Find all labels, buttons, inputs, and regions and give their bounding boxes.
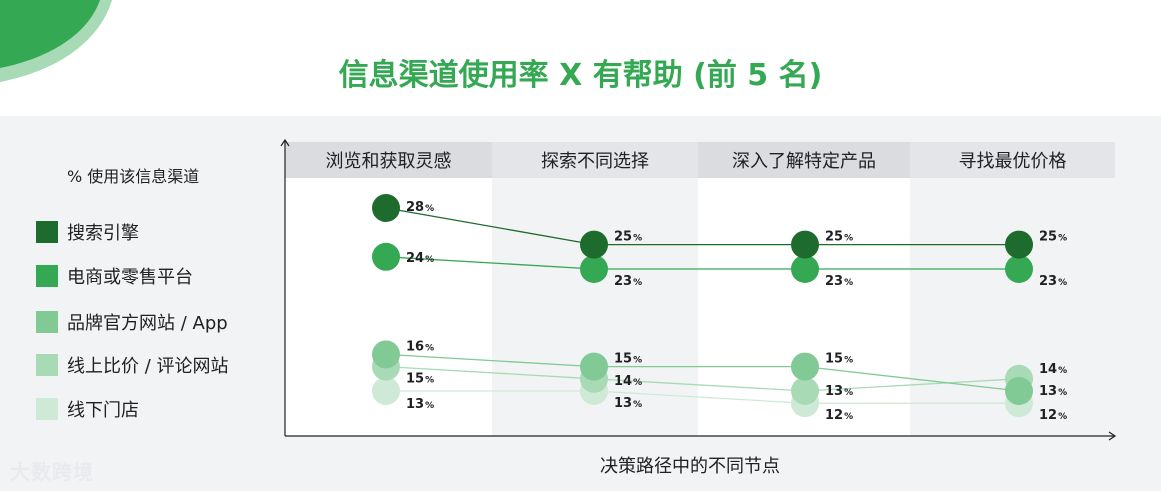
legend-label: 品牌官方网站 / App bbox=[67, 313, 228, 334]
legend-swatch bbox=[36, 311, 58, 333]
data-point bbox=[372, 194, 400, 222]
data-label: 23% bbox=[1039, 274, 1067, 289]
legend-label: 线上比价 / 评论网站 bbox=[67, 356, 229, 377]
series-line bbox=[385, 353, 1020, 392]
legend-item: 品牌官方网站 / App bbox=[36, 309, 228, 335]
data-label: 13% bbox=[1039, 384, 1067, 399]
data-label: 16% bbox=[406, 339, 434, 354]
data-label: 15% bbox=[614, 352, 642, 367]
data-label: 25% bbox=[825, 230, 853, 245]
x-tick-label: 探索不同选择 bbox=[541, 151, 649, 172]
data-point bbox=[1005, 230, 1033, 259]
data-label: 15% bbox=[825, 352, 853, 367]
data-label: 25% bbox=[614, 230, 642, 245]
data-point bbox=[580, 230, 608, 259]
data-label: 12% bbox=[1039, 408, 1067, 423]
column-header-background bbox=[285, 142, 492, 178]
data-label: 13% bbox=[614, 396, 642, 411]
legend-label: 线下门店 bbox=[67, 400, 139, 421]
legend-item: 电商或零售平台 bbox=[36, 263, 193, 289]
data-point bbox=[580, 255, 608, 283]
legend-swatch bbox=[36, 354, 58, 376]
data-label: 15% bbox=[406, 372, 434, 387]
corner-decoration bbox=[0, 0, 112, 82]
legend-item: 线下门店 bbox=[36, 396, 139, 422]
watermark-logo: 大数跨境 bbox=[10, 460, 94, 484]
page-title: 信息渠道使用率 X 有帮助 (前 5 名) bbox=[338, 58, 823, 93]
data-point bbox=[791, 352, 819, 381]
data-point bbox=[1005, 255, 1033, 283]
data-point bbox=[791, 230, 819, 259]
data-point bbox=[372, 340, 400, 369]
legend-swatch bbox=[36, 265, 58, 287]
legend-swatch bbox=[36, 221, 58, 243]
x-axis-arrow bbox=[1108, 431, 1117, 441]
column-header-background bbox=[698, 142, 910, 178]
y-axis-arrow bbox=[280, 138, 290, 147]
legend-swatch bbox=[36, 398, 58, 420]
data-point bbox=[580, 352, 608, 381]
data-label: 23% bbox=[614, 274, 642, 289]
x-tick-label: 浏览和获取灵感 bbox=[326, 151, 452, 172]
data-point bbox=[791, 377, 819, 405]
data-label: 23% bbox=[825, 274, 853, 289]
x-tick-label: 寻找最优价格 bbox=[959, 151, 1067, 172]
data-point bbox=[791, 255, 819, 283]
column-header-background bbox=[910, 142, 1115, 178]
data-label: 24% bbox=[406, 251, 434, 266]
column-header-background bbox=[492, 142, 698, 178]
legend-label: 电商或零售平台 bbox=[67, 267, 193, 288]
header-band bbox=[0, 0, 1161, 116]
legend-title: % 使用该信息渠道 bbox=[67, 167, 200, 186]
series-line bbox=[386, 390, 1019, 404]
data-label: 14% bbox=[1039, 362, 1067, 377]
data-label: 13% bbox=[406, 397, 434, 412]
chart-panel bbox=[0, 116, 1161, 491]
data-label: 28% bbox=[406, 200, 434, 215]
data-label: 25% bbox=[1039, 230, 1067, 245]
data-label: 12% bbox=[825, 408, 853, 423]
legend-item: 搜索引擎 bbox=[36, 219, 139, 245]
series-line bbox=[385, 207, 1019, 246]
data-label: 14% bbox=[614, 374, 642, 389]
series-line bbox=[385, 365, 1020, 392]
x-tick-label: 深入了解特定产品 bbox=[732, 151, 876, 172]
legend-label: 搜索引擎 bbox=[67, 223, 139, 244]
data-point bbox=[372, 377, 400, 405]
data-label: 13% bbox=[825, 384, 853, 399]
data-point bbox=[1005, 377, 1033, 405]
data-point bbox=[372, 242, 400, 271]
series-line bbox=[385, 256, 1019, 270]
legend-item: 线上比价 / 评论网站 bbox=[36, 352, 229, 378]
x-axis-label: 决策路径中的不同节点 bbox=[600, 456, 780, 477]
